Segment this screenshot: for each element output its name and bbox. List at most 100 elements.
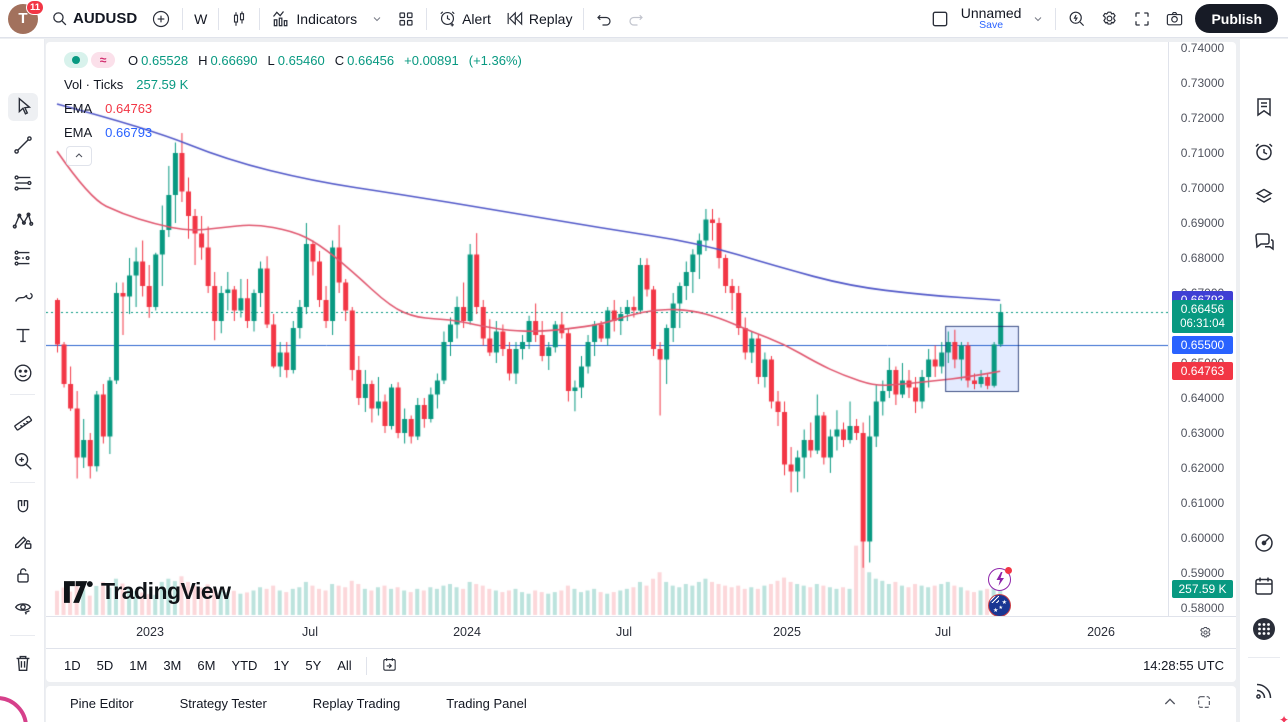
magnet-tool-icon[interactable] xyxy=(8,494,38,522)
trend-line-tool-icon[interactable] xyxy=(8,131,38,159)
time-tick-label: Jul xyxy=(935,625,951,639)
zoom-in-tool-icon[interactable] xyxy=(8,447,38,475)
price-axis-badge[interactable]: 0.65500 xyxy=(1172,336,1233,354)
symbol-search-button[interactable]: AUDUSD xyxy=(44,4,144,34)
settings-button[interactable] xyxy=(1093,4,1126,34)
ema-slow-row[interactable]: EMA 0.66793 xyxy=(64,122,522,142)
undo-button[interactable] xyxy=(588,4,620,34)
object-tree-icon[interactable] xyxy=(1249,182,1279,212)
top-toolbar: T 11 AUDUSD W Indicators xyxy=(0,0,1288,38)
compare-add-button[interactable] xyxy=(144,4,178,34)
range-button-ytd[interactable]: YTD xyxy=(231,657,258,673)
symbol-name: AUDUSD xyxy=(73,10,138,27)
layout-select-button[interactable] xyxy=(923,4,957,34)
price-axis[interactable]: 0.74000 0.73000 0.72000 0.71000 0.70000 0.690… xyxy=(1168,41,1236,616)
indicators-templates-chevron[interactable] xyxy=(364,4,390,34)
apps-grid-icon[interactable] xyxy=(1249,614,1279,644)
tab-trading-panel[interactable]: Trading Panel xyxy=(446,696,527,711)
price-tick-label: 0.58000 xyxy=(1180,601,1225,615)
series-visibility-toggle[interactable] xyxy=(64,52,88,68)
go-to-date-button[interactable] xyxy=(373,653,406,679)
tab-strategy-tester[interactable]: Strategy Tester xyxy=(179,696,267,711)
time-axis[interactable]: 2023 Jul 2024 Jul 2025 Jul 2026 xyxy=(46,616,1236,648)
lock-tool-icon[interactable] xyxy=(8,561,38,589)
signal-icon[interactable] xyxy=(1249,676,1279,706)
tab-pine-editor[interactable]: Pine Editor xyxy=(70,696,134,711)
fullscreen-button[interactable] xyxy=(1126,4,1158,34)
toolbar-separator xyxy=(218,7,220,30)
chart-style-button[interactable] xyxy=(223,4,255,34)
layout-name-save[interactable]: Unnamed Save xyxy=(957,4,1026,32)
trash-tool-icon[interactable] xyxy=(8,649,38,677)
ohlc-high-value: 0.66690 xyxy=(210,52,258,68)
price-tick-label: 0.64000 xyxy=(1180,391,1225,405)
range-button-1y[interactable]: 1Y xyxy=(273,657,290,673)
clock-utc[interactable]: 14:28:55 UTC xyxy=(1143,658,1224,673)
main-series-row: ≈ O 0.65528 H 0.66690 L 0.65460 C 0.66456 +0… xyxy=(64,50,522,70)
ideas-toggle[interactable]: ≈ xyxy=(91,52,115,68)
layout-name: Unnamed xyxy=(960,4,1022,21)
radar-icon[interactable] xyxy=(1249,528,1279,558)
candles-icon xyxy=(234,11,245,26)
price-axis-badge[interactable]: 0.66456 06:31:04 xyxy=(1172,300,1233,334)
volume-row[interactable]: Vol · Ticks 257.59 K xyxy=(64,74,522,94)
layout-grid-button[interactable] xyxy=(390,4,422,34)
panel-expand-button[interactable] xyxy=(1162,694,1178,715)
user-avatar[interactable]: T 11 xyxy=(8,0,44,34)
chart-plot-area: ≈ O 0.65528 H 0.66690 L 0.65460 C 0.66456 +0… xyxy=(46,42,1168,616)
toolbar-divider xyxy=(10,635,35,636)
redo-button[interactable] xyxy=(620,4,652,34)
alerts-clock-icon[interactable] xyxy=(1249,137,1279,167)
series-dot-icon xyxy=(72,56,80,64)
edit-lock-tool-icon[interactable] xyxy=(8,527,38,555)
legend-collapse-button[interactable] xyxy=(66,146,92,166)
xabcd-pattern-tool-icon[interactable] xyxy=(8,207,38,235)
publish-button[interactable]: Publish xyxy=(1195,4,1278,33)
replay-button[interactable]: Replay xyxy=(498,4,580,34)
time-tick-label: Jul xyxy=(616,625,632,639)
range-button-all[interactable]: All xyxy=(337,657,352,673)
parallel-lines-tool-icon[interactable] xyxy=(8,169,38,197)
text-tool-icon[interactable] xyxy=(8,321,38,349)
brush-tool-icon[interactable] xyxy=(8,283,38,311)
tab-replay-trading[interactable]: Replay Trading xyxy=(312,696,401,711)
panel-maximize-button[interactable] xyxy=(1196,694,1212,715)
layout-menu-chevron[interactable] xyxy=(1025,4,1051,34)
fib-segments-tool-icon[interactable] xyxy=(8,245,38,273)
ema-fast-label: EMA xyxy=(64,100,93,116)
chat-icon[interactable] xyxy=(1249,227,1279,257)
range-button-1m[interactable]: 1M xyxy=(129,657,148,673)
quick-search-button[interactable] xyxy=(1060,4,1093,34)
ema-fast-row[interactable]: EMA 0.64763 xyxy=(64,98,522,118)
events-lightning-icon[interactable] xyxy=(988,567,1012,591)
time-axis-settings-icon[interactable] xyxy=(1198,625,1213,645)
help-icon[interactable] xyxy=(1249,718,1279,722)
indicators-label: Indicators xyxy=(296,10,358,27)
ohlc-high-label: H xyxy=(198,52,208,68)
watchlist-icon[interactable] xyxy=(1249,92,1279,122)
range-button-6m[interactable]: 6M xyxy=(197,657,216,673)
snapshot-button[interactable] xyxy=(1158,4,1191,34)
alert-button[interactable]: Alert xyxy=(431,4,498,34)
ruler-tool-icon[interactable] xyxy=(8,409,38,437)
range-button-1d[interactable]: 1D xyxy=(64,657,81,673)
price-chart-canvas[interactable] xyxy=(46,42,1168,616)
ohlc-open-label: O xyxy=(128,52,139,68)
range-button-5y[interactable]: 5Y xyxy=(305,657,322,673)
eye-hide-tool-icon[interactable] xyxy=(8,594,38,622)
indicators-button[interactable]: Indicators xyxy=(264,4,364,34)
toolbar-separator xyxy=(1055,7,1057,30)
redo-icon xyxy=(629,14,644,26)
australia-flag-icon[interactable]: ★ ★ ★ xyxy=(988,594,1011,616)
interval-button[interactable]: W xyxy=(187,4,214,34)
range-toolbar: 1D 5D 1M 3M 6M YTD 1Y 5Y All 14:28:55 UTC xyxy=(46,648,1236,682)
price-tick-label: 0.63000 xyxy=(1180,426,1225,440)
range-button-3m[interactable]: 3M xyxy=(163,657,182,673)
calendar-icon[interactable] xyxy=(1249,571,1279,601)
price-axis-badge[interactable]: 0.64763 xyxy=(1172,361,1233,380)
toolbar-separator xyxy=(426,7,428,30)
cursor-tool-icon[interactable] xyxy=(8,93,38,121)
price-tick-label: 0.68000 xyxy=(1180,251,1225,265)
range-button-5d[interactable]: 5D xyxy=(96,657,114,673)
emoji-tool-icon[interactable] xyxy=(8,359,38,387)
